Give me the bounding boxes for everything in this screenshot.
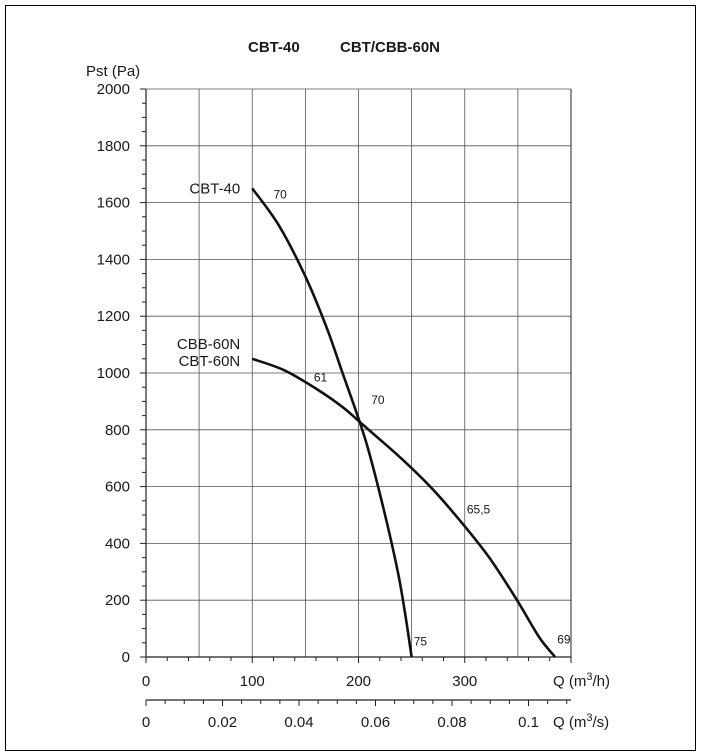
x2-tick-labels: 0 0.02 0.04 0.06 0.08 0.1 [142,714,539,731]
x-axis-title: Q (m3/h) [553,671,610,690]
curve-cbt-60n [251,357,557,658]
x-tick-label: 0 [142,673,150,690]
x2-tick-label: 0.02 [208,714,237,731]
curve-label: CBB-60N [177,336,240,353]
curve-label: CBT-40 [189,180,240,197]
y-tick-label: 1200 [97,308,130,325]
y-tick-label: 1800 [97,138,130,155]
x-tick-label: 100 [240,673,265,690]
chart-frame [5,5,696,751]
efficiency-label: 70 [274,187,288,201]
curve-label: CBT-60N [179,353,241,370]
efficiency-labels: 70 61 70 65,5 75 69 [274,187,571,648]
curves [251,187,557,658]
y-tick-label: 600 [105,479,130,496]
efficiency-label: 70 [371,393,385,407]
x2-tick-label: 0.04 [284,714,313,731]
y-tick-label: 400 [105,535,130,552]
y-tick-label: 800 [105,422,130,439]
y-tick-labels: 0 200 400 600 800 1000 1200 1400 1600 1800 2000 [97,81,130,666]
efficiency-label: 75 [414,635,428,649]
axes [140,88,572,706]
x-tick-labels: 0 100 200 300 [142,673,477,690]
x2-tick-label: 0.1 [518,714,539,731]
y-tick-label: 1000 [97,365,130,382]
x2-axis-title: Q (m3/s) [553,712,609,731]
y-tick-label: 1400 [97,251,130,268]
efficiency-label: 65,5 [467,503,491,517]
x2-tick-label: 0 [142,714,150,731]
chart-title-right: CBT/CBB-60N [340,39,440,56]
y-tick-label: 1600 [97,195,130,212]
efficiency-label: 61 [314,371,328,385]
grid [146,88,571,657]
y-axis-title: Pst (Pa) [86,63,140,80]
y-tick-label: 0 [122,649,130,666]
chart-title-left: CBT-40 [248,39,300,56]
x2-tick-label: 0.08 [437,714,466,731]
y-tick-label: 2000 [97,81,130,98]
x2-tick-label: 0.06 [361,714,390,731]
curve-cbt-40 [251,187,413,658]
x-tick-label: 200 [346,673,371,690]
y-tick-label: 200 [105,592,130,609]
x-tick-label: 300 [452,673,477,690]
efficiency-label: 69 [557,632,571,646]
